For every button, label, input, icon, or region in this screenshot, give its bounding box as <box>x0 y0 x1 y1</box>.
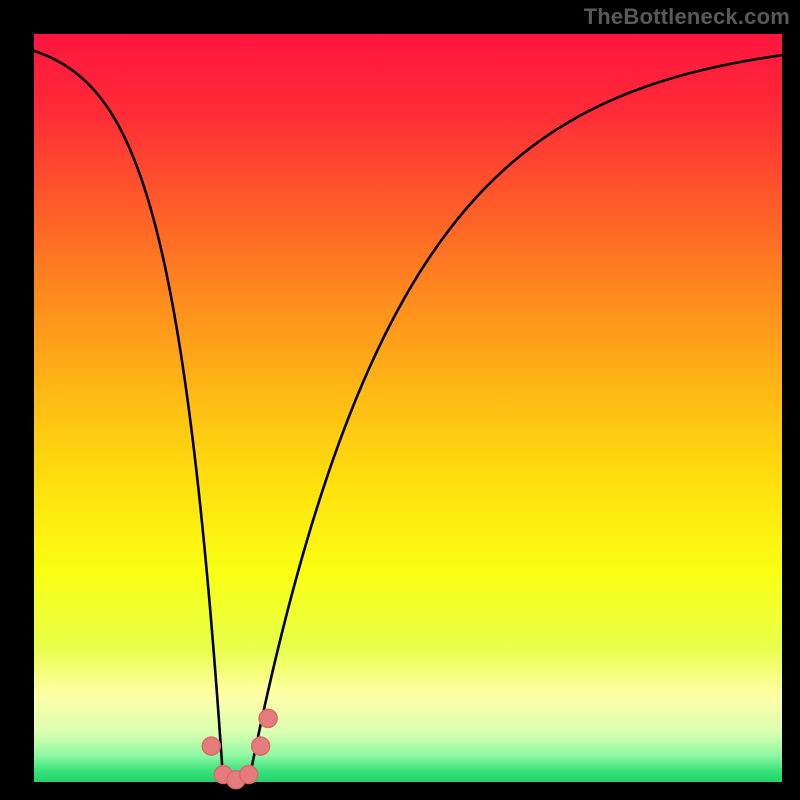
marker-dot <box>202 737 220 755</box>
marker-dot <box>252 737 270 755</box>
plot-canvas <box>0 0 800 800</box>
watermark-text: TheBottleneck.com <box>584 4 790 30</box>
chart-frame: TheBottleneck.com <box>0 0 800 800</box>
marker-dot <box>240 766 258 784</box>
marker-dot <box>259 709 277 727</box>
gradient-background <box>34 34 782 782</box>
